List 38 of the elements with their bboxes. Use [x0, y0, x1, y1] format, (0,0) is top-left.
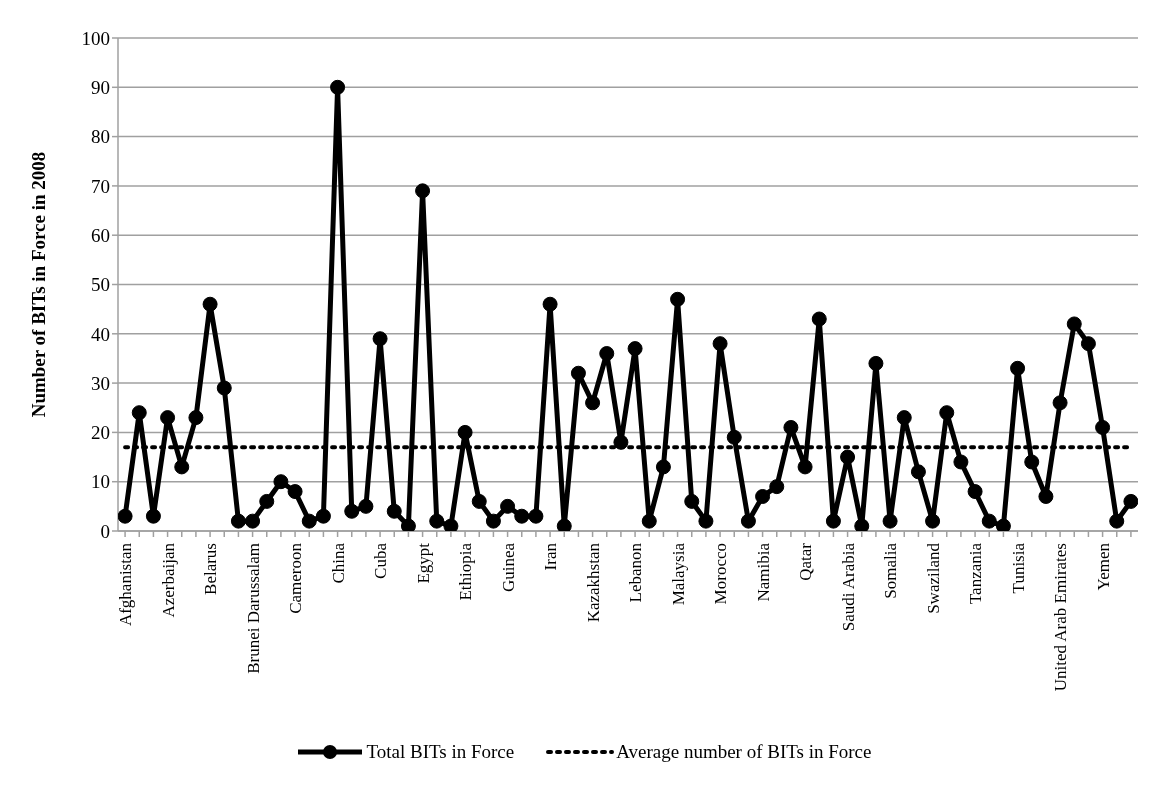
y-tick-label: 40 [91, 323, 110, 345]
y-tick-label: 100 [81, 27, 110, 49]
x-tick-label: China [328, 542, 348, 584]
y-tick-label: 70 [91, 175, 110, 197]
y-tick-label: 60 [91, 224, 110, 246]
y-tick-label: 10 [91, 471, 110, 493]
x-tick-label: Malaysia [668, 542, 688, 606]
x-tick-label: Cameroon [286, 542, 306, 614]
x-tick-label: United Arab Emirates [1051, 543, 1071, 692]
x-tick-label: Qatar [796, 542, 816, 581]
x-tick-label: Tanzania [966, 542, 986, 605]
y-tick-label: 30 [91, 372, 110, 394]
x-tick-label: Kazakhstan [583, 542, 603, 623]
x-tick-label: Egypt [413, 542, 433, 584]
x-tick-label: Belarus [201, 543, 221, 595]
x-tick-label: Guinea [498, 542, 518, 593]
y-tick-label: 0 [100, 520, 110, 542]
x-tick-label: Namibia [753, 542, 773, 602]
x-tick-label: Iran [541, 542, 561, 571]
x-tick-label: Ethiopia [456, 542, 476, 601]
x-tick-label: Morocco [711, 543, 731, 605]
y-tick-label: 90 [91, 77, 110, 99]
y-tick-label: 80 [91, 126, 110, 148]
y-tick-label: 50 [91, 274, 110, 296]
x-tick-label: Cuba [371, 542, 391, 579]
x-tick-label: Yemen [1093, 542, 1113, 591]
x-tick-label: Afghanistan [116, 542, 136, 627]
legend-label: Total BITs in Force [366, 741, 515, 763]
legend-label: Average number of BITs in Force [616, 741, 872, 763]
y-axis-title: Number of BITs in Force in 2008 [27, 151, 49, 418]
x-tick-label: Brunei Darussalam [243, 543, 263, 674]
x-tick-label: Azerbaijan [158, 542, 178, 618]
x-tick-label: Tunisia [1008, 542, 1028, 594]
y-tick-label: 20 [91, 422, 110, 444]
x-tick-label: Somalia [881, 542, 901, 599]
x-tick-label: Lebanon [626, 542, 646, 603]
x-tick-label: Saudi Arabia [838, 542, 858, 632]
x-tick-label: Swaziland [923, 542, 943, 614]
